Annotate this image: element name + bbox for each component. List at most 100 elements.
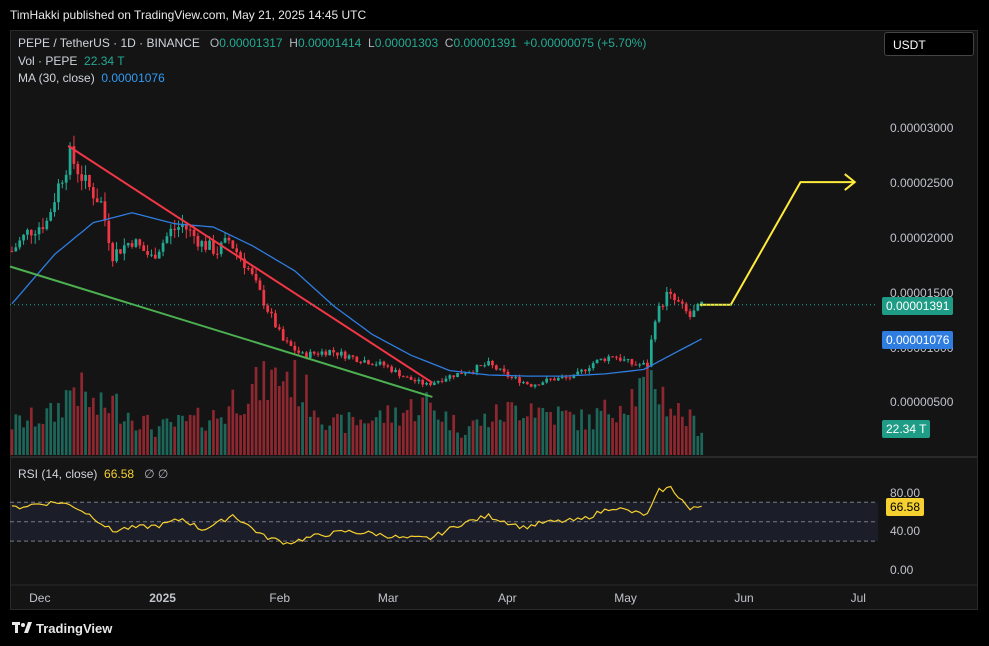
- candle-body[interactable]: [584, 369, 587, 372]
- candle-body[interactable]: [80, 174, 84, 181]
- candle-body[interactable]: [359, 361, 363, 363]
- candle-body[interactable]: [669, 291, 673, 294]
- candle-body[interactable]: [22, 234, 25, 241]
- candle-body[interactable]: [580, 369, 583, 372]
- candle-body[interactable]: [324, 351, 328, 356]
- candle-body[interactable]: [657, 305, 661, 322]
- candle-body[interactable]: [204, 241, 208, 250]
- candle-body[interactable]: [18, 240, 22, 248]
- candle-body[interactable]: [506, 371, 510, 377]
- candle-body[interactable]: [274, 313, 277, 328]
- candle-body[interactable]: [262, 289, 266, 306]
- candle-body[interactable]: [537, 384, 541, 386]
- candle-body[interactable]: [289, 341, 293, 346]
- candle-body[interactable]: [103, 201, 107, 221]
- tradingview-footer[interactable]: TradingView: [12, 621, 112, 637]
- candle-body[interactable]: [200, 241, 204, 247]
- candle-body[interactable]: [146, 251, 149, 255]
- candle-body[interactable]: [560, 377, 564, 379]
- candle-body[interactable]: [378, 361, 382, 365]
- candle-body[interactable]: [367, 360, 370, 365]
- projection-path[interactable]: [699, 181, 855, 306]
- candle-body[interactable]: [297, 350, 301, 353]
- candle-body[interactable]: [157, 251, 161, 259]
- candle-body[interactable]: [219, 242, 223, 254]
- candle-body[interactable]: [339, 351, 343, 356]
- candle-body[interactable]: [440, 380, 444, 382]
- symbol-title[interactable]: PEPE / TetherUS · 1D · BINANCE: [18, 36, 200, 50]
- candle-body[interactable]: [215, 253, 219, 255]
- candle-body[interactable]: [611, 356, 614, 358]
- candle-body[interactable]: [700, 301, 704, 304]
- candle-body[interactable]: [529, 384, 533, 387]
- rsi-label[interactable]: RSI (14, close): [18, 467, 98, 481]
- candle-body[interactable]: [231, 240, 235, 249]
- candle-body[interactable]: [603, 358, 607, 361]
- candle-body[interactable]: [572, 374, 576, 379]
- candle-body[interactable]: [134, 239, 138, 247]
- candle-body[interactable]: [343, 351, 347, 359]
- candle-body[interactable]: [692, 310, 696, 318]
- candle-body[interactable]: [223, 237, 227, 243]
- candle-body[interactable]: [677, 300, 680, 302]
- candle-body[interactable]: [510, 376, 514, 378]
- candle-body[interactable]: [184, 224, 188, 230]
- candle-body[interactable]: [328, 349, 332, 356]
- candle-body[interactable]: [111, 243, 115, 262]
- candle-body[interactable]: [541, 382, 545, 385]
- candle-body[interactable]: [95, 198, 99, 203]
- candle-body[interactable]: [60, 182, 64, 184]
- candle-body[interactable]: [305, 352, 308, 358]
- candle-body[interactable]: [448, 375, 452, 379]
- candle-body[interactable]: [122, 245, 126, 254]
- candle-body[interactable]: [370, 364, 374, 366]
- candle-body[interactable]: [33, 234, 37, 236]
- candle-body[interactable]: [463, 373, 467, 375]
- candle-body[interactable]: [165, 236, 169, 243]
- candle-body[interactable]: [266, 305, 270, 312]
- candle-body[interactable]: [587, 368, 591, 372]
- candle-body[interactable]: [661, 305, 665, 307]
- candle-body[interactable]: [41, 227, 45, 230]
- candle-body[interactable]: [487, 360, 490, 366]
- currency-selector[interactable]: USDT: [884, 32, 974, 56]
- candle-body[interactable]: [91, 187, 95, 199]
- candle-body[interactable]: [312, 351, 316, 354]
- candle-body[interactable]: [386, 365, 390, 367]
- candle-body[interactable]: [429, 382, 432, 386]
- candle-body[interactable]: [421, 379, 425, 385]
- candle-body[interactable]: [57, 183, 60, 203]
- candle-body[interactable]: [626, 359, 630, 361]
- candle-body[interactable]: [270, 311, 273, 314]
- candle-body[interactable]: [576, 371, 580, 375]
- candle-body[interactable]: [336, 352, 339, 356]
- candle-body[interactable]: [615, 356, 618, 358]
- candle-body[interactable]: [351, 355, 355, 357]
- support-trendline[interactable]: [9, 265, 433, 398]
- candle-body[interactable]: [161, 242, 165, 252]
- candle-body[interactable]: [10, 251, 14, 253]
- candle-body[interactable]: [192, 229, 196, 236]
- candle-body[interactable]: [545, 378, 549, 383]
- candle-body[interactable]: [49, 212, 53, 221]
- candle-body[interactable]: [374, 364, 378, 366]
- candle-body[interactable]: [150, 254, 153, 256]
- candle-body[interactable]: [188, 229, 192, 231]
- candle-body[interactable]: [281, 329, 285, 341]
- candle-body[interactable]: [417, 379, 421, 382]
- candle-body[interactable]: [607, 356, 611, 361]
- candle-body[interactable]: [355, 356, 359, 362]
- candle-body[interactable]: [126, 243, 130, 246]
- candle-body[interactable]: [622, 359, 626, 361]
- candle-body[interactable]: [436, 380, 440, 383]
- candle-body[interactable]: [153, 254, 157, 259]
- candle-body[interactable]: [107, 220, 111, 244]
- candle-body[interactable]: [142, 245, 146, 252]
- volume-label[interactable]: Vol · PEPE: [18, 54, 78, 68]
- candle-body[interactable]: [688, 311, 692, 318]
- candle-body[interactable]: [239, 252, 242, 259]
- candle-body[interactable]: [479, 365, 483, 367]
- candle-body[interactable]: [425, 382, 428, 385]
- candle-body[interactable]: [115, 249, 118, 262]
